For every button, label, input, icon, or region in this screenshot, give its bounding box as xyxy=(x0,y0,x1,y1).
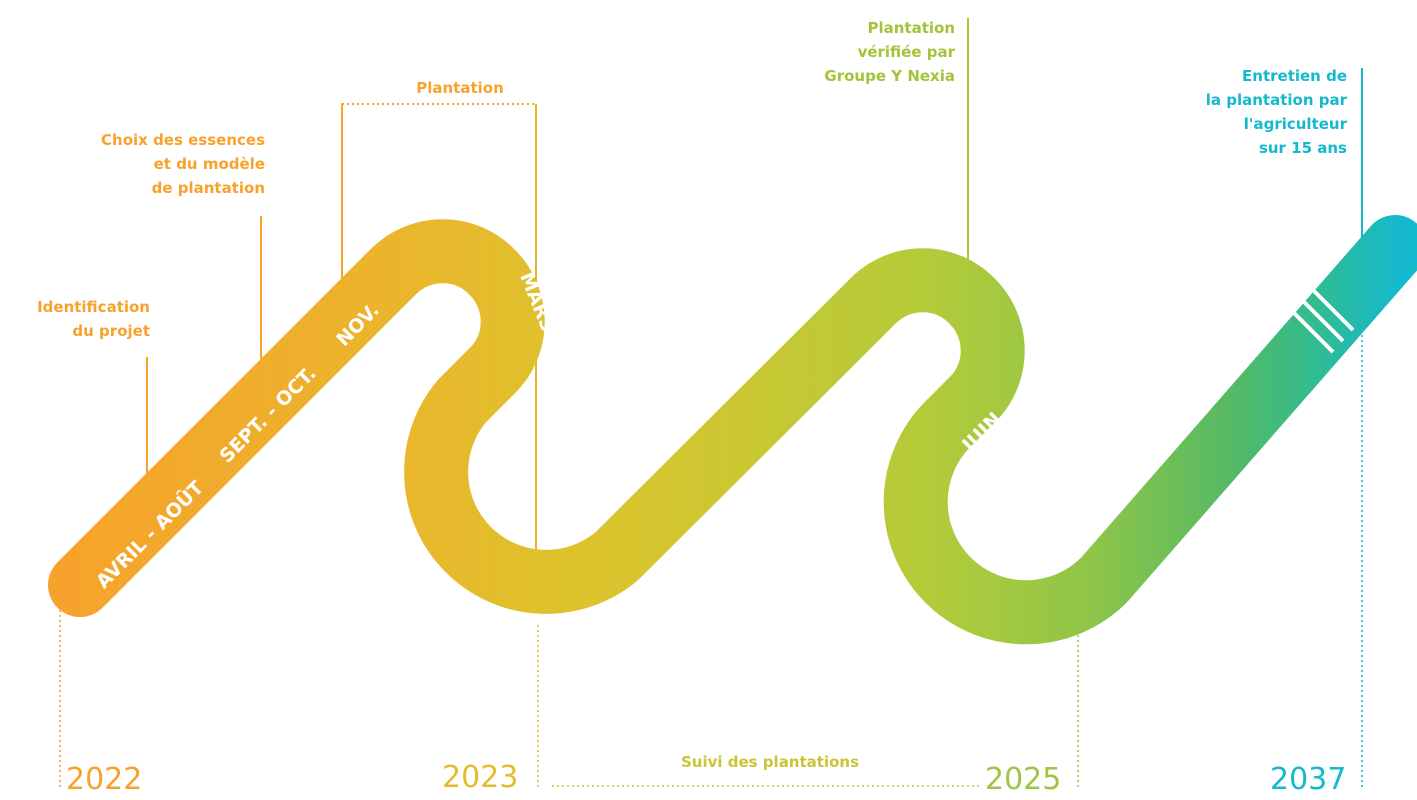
label-entretien-line-4: sur 15 ans xyxy=(1258,139,1347,157)
label-choix: Choix des essences et du modèle de plant… xyxy=(20,128,265,200)
label-identification-line-1: Identification xyxy=(37,298,150,316)
label-suivi: Suivi des plantations xyxy=(640,750,900,774)
label-plantation: Plantation xyxy=(380,76,540,100)
label-verifiee-line-3: Groupe Y Nexia xyxy=(824,67,955,85)
timeline-path xyxy=(48,215,1417,645)
label-identification-line-2: du projet xyxy=(72,322,150,340)
label-entretien-line-3: l'agriculteur xyxy=(1243,115,1347,133)
label-entretien: Entretien de la plantation par l'agricul… xyxy=(1150,64,1347,160)
year-2025: 2025 xyxy=(985,762,1062,797)
year-2037: 2037 xyxy=(1270,762,1347,797)
label-verifiee-line-1: Plantation xyxy=(867,19,955,37)
year-2022: 2022 xyxy=(66,762,143,797)
label-suivi-line: Suivi des plantations xyxy=(680,753,860,771)
label-entretien-line-2: la plantation par xyxy=(1205,91,1347,109)
label-choix-line-1: Choix des essences xyxy=(101,131,265,149)
label-plantation-line-1: Plantation xyxy=(416,79,504,97)
label-choix-line-3: de plantation xyxy=(151,179,265,197)
end-stripes xyxy=(1291,288,1355,354)
label-entretien-line-1: Entretien de xyxy=(1242,67,1347,85)
label-verifiee: Plantation vérifiée par Groupe Y Nexia xyxy=(760,16,955,88)
label-choix-line-2: et du modèle xyxy=(153,155,265,173)
label-verifiee-line-2: vérifiée par xyxy=(857,43,955,61)
label-identification: Identification du projet xyxy=(0,295,150,343)
year-2023: 2023 xyxy=(442,760,519,795)
